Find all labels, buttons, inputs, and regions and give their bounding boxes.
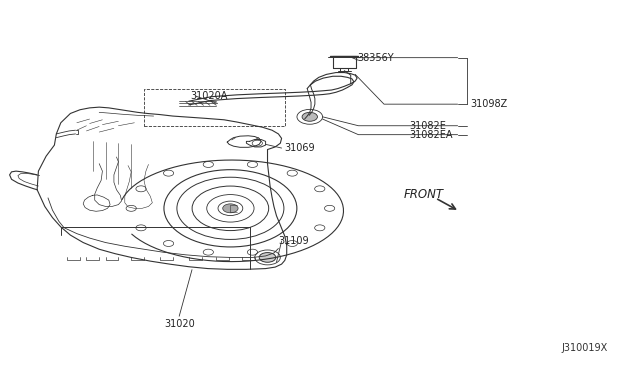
Circle shape [223,204,238,213]
Text: 31069: 31069 [285,143,316,153]
Text: 31082E: 31082E [410,121,447,131]
Text: J310019X: J310019X [562,343,608,353]
Circle shape [259,253,276,262]
Text: 31020: 31020 [164,319,195,328]
Circle shape [302,112,317,121]
Text: 31109: 31109 [278,236,309,246]
Text: 38356Y: 38356Y [357,53,394,62]
Text: 31098Z: 31098Z [470,99,508,109]
Text: 31082EA: 31082EA [410,130,453,140]
Text: FRONT: FRONT [403,188,443,201]
Text: 31020A: 31020A [191,91,228,101]
